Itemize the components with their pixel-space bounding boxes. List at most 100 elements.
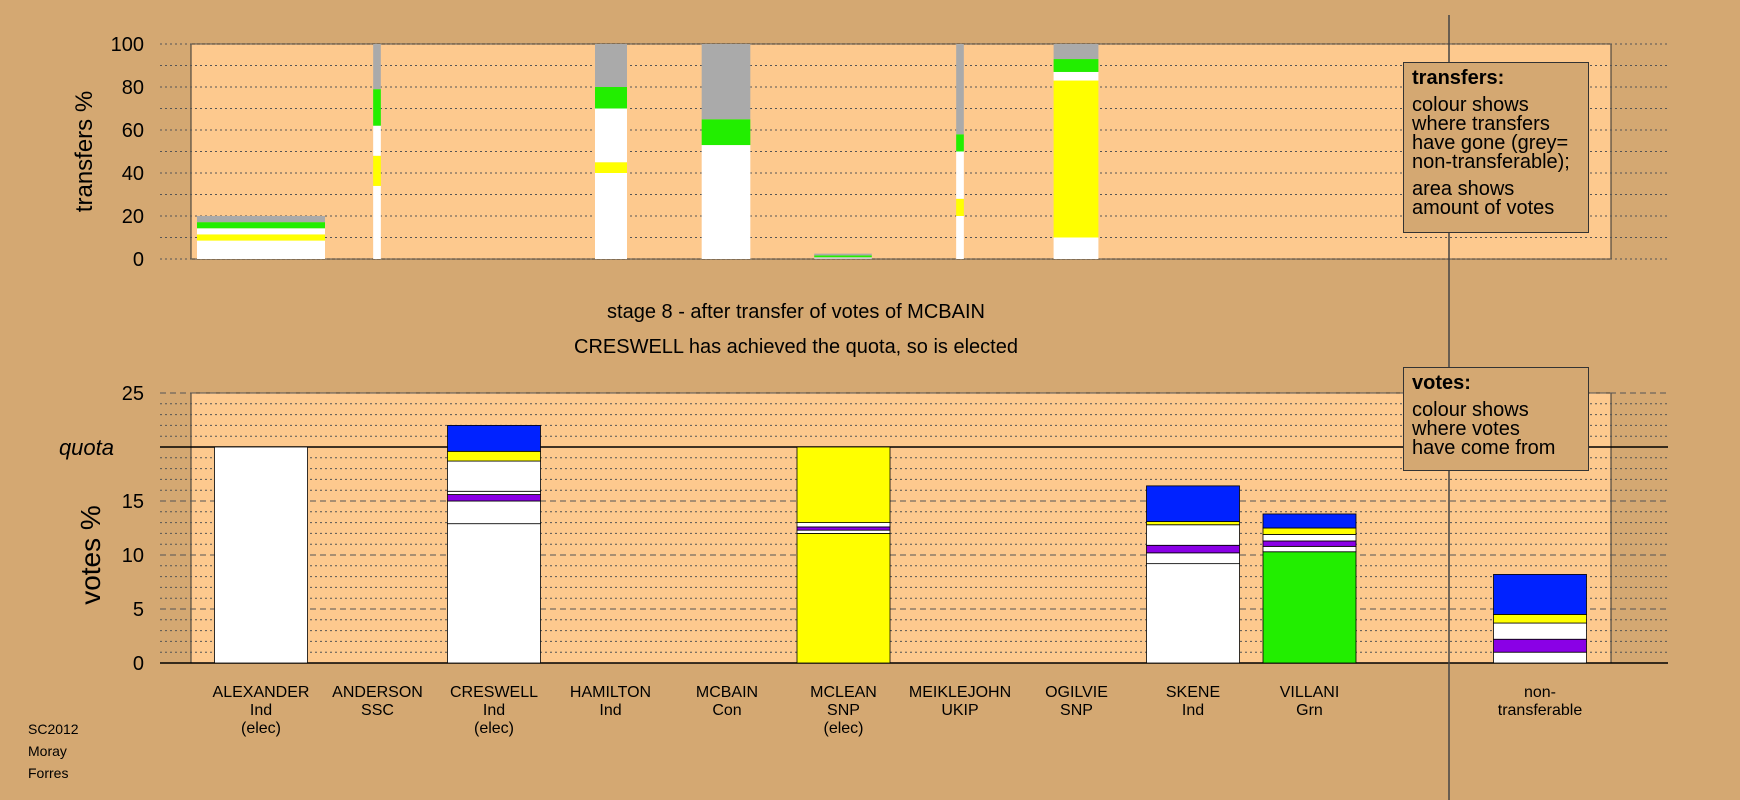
legend-transfers-line: amount of votes (1412, 197, 1555, 219)
transfer-bar-segment (701, 119, 751, 146)
vote-bar-segment (447, 424, 541, 452)
vote-bar-segment (447, 500, 541, 525)
transfer-bar-segment (595, 108, 627, 163)
legend-transfers-title: transfers: (1412, 67, 1505, 89)
legend-transfers-line: non-transferable); (1412, 151, 1570, 173)
vote-bar-segment (1262, 545, 1357, 553)
transfer-bar-segment (1053, 59, 1099, 72)
transfer-bar-segment (373, 44, 381, 90)
category-label: (elec) (474, 720, 514, 737)
vote-bar-segment (447, 523, 541, 664)
vote-bar-segment (1146, 563, 1240, 664)
votes-plot-area (190, 392, 1612, 664)
category-label: VILLANI (1280, 684, 1340, 701)
category-label: Grn (1296, 702, 1323, 719)
legend-transfers-line: colour shows (1412, 94, 1529, 116)
legend-votes-line: have come from (1412, 437, 1556, 459)
vote-bar-segment (214, 446, 308, 664)
footer-council: Moray (28, 743, 67, 759)
vote-bar-segment (796, 529, 891, 534)
vote-bar-segment (1262, 534, 1357, 542)
transfers-y-tick-label: 20 (122, 206, 144, 228)
vote-bar-segment (1146, 485, 1240, 522)
legend-transfers-line: area shows (1412, 178, 1515, 200)
vote-bar-segment (1493, 622, 1587, 640)
transfer-bar-segment (595, 44, 627, 87)
legend-votes-line: where votes (1412, 418, 1520, 440)
transfer-bar-segment (956, 198, 964, 216)
vote-bar-segment (1262, 551, 1357, 664)
transfers-y-tick-label: 80 (122, 77, 144, 99)
votes-y-tick-label: 0 (133, 653, 144, 675)
legend-transfers-line: where transfers (1412, 113, 1550, 135)
stage-title: stage 8 - after transfer of votes of MCB… (607, 301, 985, 323)
transfers-y-tick-label: 40 (122, 163, 144, 185)
category-label: SNP (827, 702, 860, 719)
transfer-bar-segment (373, 185, 381, 259)
quota-label: quota (59, 435, 114, 460)
votes-y-tick-label: 5 (133, 599, 144, 621)
vote-bar-segment (1493, 638, 1587, 653)
vote-bar-segment (447, 494, 541, 502)
category-label: SKENE (1166, 684, 1220, 701)
transfers-y-tick-label: 60 (122, 120, 144, 142)
transfer-bar-segment (1053, 237, 1099, 259)
transfer-bar-segment (956, 216, 964, 259)
category-label: HAMILTON (570, 684, 651, 701)
transfer-bar-segment (701, 44, 751, 120)
category-label: Ind (599, 702, 621, 719)
transfers-chart: 0 20 40 60 80 100 transfers % (71, 34, 1668, 271)
transfer-bar-segment (956, 151, 964, 199)
transfer-bar-segment (373, 89, 381, 126)
vote-bar-segment (1493, 614, 1587, 624)
vote-bar-segment (447, 490, 541, 495)
vote-bar-segment (1493, 574, 1587, 615)
transfers-y-tick-label: 100 (111, 34, 144, 56)
footer-election: SC2012 (28, 721, 79, 737)
category-label: ANDERSON (332, 684, 423, 701)
transfer-bar-segment (197, 240, 325, 259)
vote-bar-segment (1146, 524, 1240, 546)
category-label: UKIP (941, 702, 978, 719)
category-label: transferable (1498, 702, 1583, 719)
vote-bar-segment (796, 533, 891, 664)
vote-bar-segment (796, 526, 891, 531)
category-label: (elec) (823, 720, 863, 737)
transfers-y-axis-label: transfers % (71, 91, 98, 212)
vote-bar-segment (1262, 527, 1357, 535)
legend-votes-line: colour shows (1412, 399, 1529, 421)
category-label: Con (712, 702, 741, 719)
transfer-bar-segment (701, 145, 751, 259)
category-label: MCLEAN (810, 684, 877, 701)
transfer-bar-segment (814, 253, 872, 256)
category-label: Ind (1182, 702, 1204, 719)
transfer-bar-segment (197, 222, 325, 229)
transfer-bar-segment (1053, 80, 1099, 238)
transfer-bar-segment (956, 44, 964, 135)
transfer-bar-segment (373, 155, 381, 186)
category-label: non- (1524, 684, 1556, 701)
vote-bar-segment (796, 446, 891, 523)
transfer-bar-segment (373, 125, 381, 156)
transfer-bar-segment (595, 162, 627, 173)
vote-bar-segment (1493, 651, 1587, 664)
legend-transfers: transfers: colour shows where transfers … (1403, 62, 1589, 233)
vote-bar-segment (1146, 544, 1240, 554)
votes-y-tick-label: 10 (122, 545, 144, 567)
legend-transfers-line: have gone (grey= (1412, 132, 1569, 154)
category-label: CRESWELL (450, 684, 538, 701)
transfers-y-tick-label: 0 (133, 249, 144, 271)
transfer-bar-segment (1053, 71, 1099, 81)
category-label: Ind (483, 702, 505, 719)
vote-bar-segment (447, 460, 541, 492)
vote-bar-segment (447, 450, 541, 462)
vote-bar-segment (1146, 521, 1240, 526)
transfer-bar-segment (814, 257, 872, 259)
footer: SC2012 Moray Forres (28, 718, 79, 784)
votes-y-axis-label: votes % (75, 505, 106, 605)
category-label: MCBAIN (696, 684, 758, 701)
vote-bar-segment (1146, 552, 1240, 565)
transfer-bar-segment (1053, 44, 1099, 60)
